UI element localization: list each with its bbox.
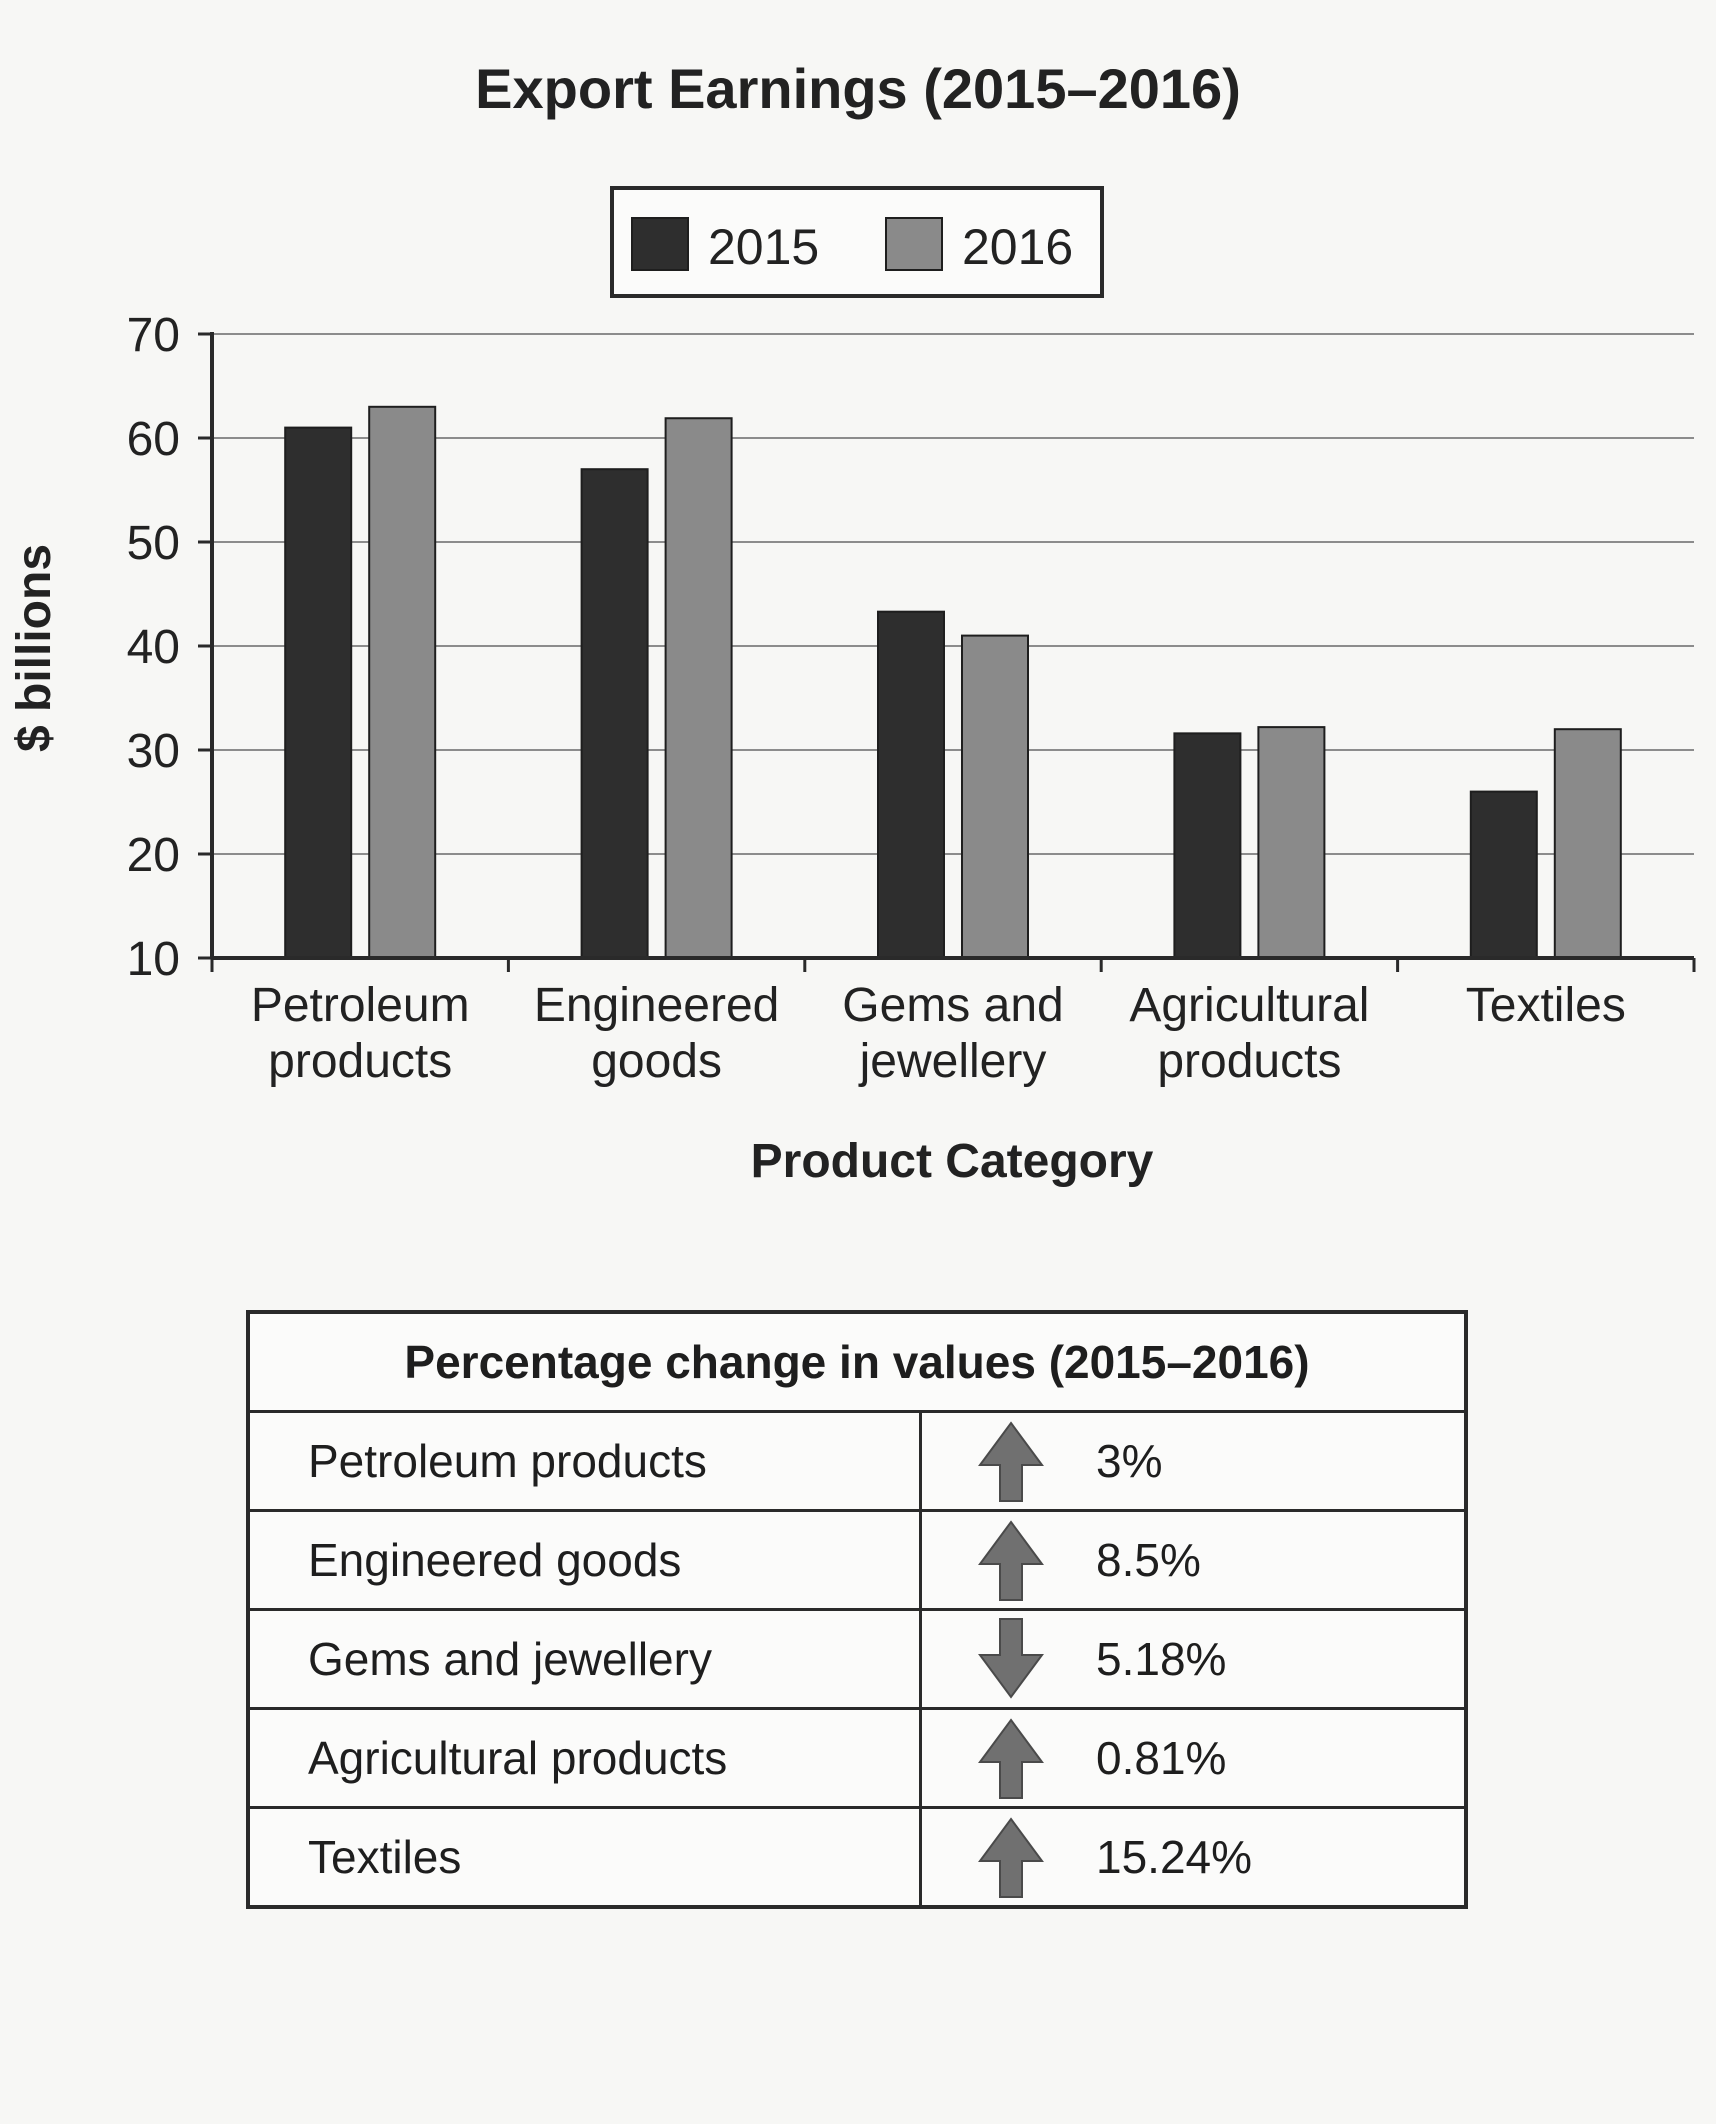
x-category-label: Textiles (1466, 979, 1626, 1032)
y-tick-label: 20 (127, 829, 180, 882)
table-row: Textiles 15.24% (246, 1806, 1468, 1909)
table-change-cell: 3% (919, 1410, 1468, 1512)
gridlines (212, 333, 1694, 855)
bar-2015-1 (580, 468, 649, 959)
table-title: Percentage change in values (2015–2016) (246, 1310, 1468, 1413)
up-arrow-icon (978, 1421, 1044, 1502)
legend-label-2016: 2016 (962, 219, 1073, 275)
bar-2016-0 (368, 405, 437, 959)
y-tick-label: 50 (127, 517, 180, 570)
up-arrow-icon (978, 1718, 1044, 1799)
table-row: Engineered goods 8.5% (246, 1509, 1468, 1611)
bars (284, 405, 1622, 960)
change-value: 0.81% (1096, 1732, 1227, 1784)
bar-2015-4 (1469, 790, 1538, 959)
bar-2016-2 (961, 634, 1029, 959)
table-row: Gems and jewellery 5.18% (246, 1608, 1468, 1710)
x-category-label-line: Agricultural (1129, 979, 1369, 1032)
down-arrow-icon (978, 1618, 1044, 1699)
table-category-cell: Textiles (246, 1806, 922, 1909)
bar-2015-3 (1173, 732, 1242, 959)
legend-swatch-2015 (631, 217, 689, 271)
table-change-cell: 0.81% (919, 1707, 1468, 1809)
y-tick-label: 60 (127, 413, 180, 466)
y-axis-ticks: 10 20 30 40 50 60 70 (127, 309, 212, 986)
table-row: Petroleum products 3% (246, 1410, 1468, 1512)
x-category-label: Engineered goods (534, 979, 780, 1088)
x-category-label-line: Petroleum (251, 979, 470, 1032)
change-value: 3% (1096, 1435, 1163, 1487)
table-category-cell: Petroleum products (246, 1410, 922, 1512)
table-category-cell: Engineered goods (246, 1509, 922, 1611)
change-wrapper: 15.24% (978, 1815, 1464, 1899)
x-category-label-line: jewellery (858, 1035, 1047, 1088)
x-category-label: Agricultural products (1129, 979, 1369, 1088)
y-tick-label: 40 (127, 621, 180, 674)
change-wrapper: 5.18% (978, 1617, 1464, 1701)
legend-label-2015: 2015 (708, 219, 819, 275)
change-value: 5.18% (1096, 1633, 1227, 1685)
x-category-label-line: goods (591, 1035, 722, 1088)
table-row: Agricultural products 0.81% (246, 1707, 1468, 1809)
legend-box (610, 186, 1104, 298)
table-change-cell: 5.18% (919, 1608, 1468, 1710)
percentage-change-table: Percentage change in values (2015–2016) … (246, 1310, 1468, 1909)
x-category-label-line: Gems and (842, 979, 1063, 1032)
change-wrapper: 0.81% (978, 1716, 1464, 1800)
bar-2016-3 (1257, 726, 1326, 959)
x-category-label: Petroleum products (251, 979, 470, 1088)
table-category-cell: Gems and jewellery (246, 1608, 922, 1710)
x-category-label-line: Engineered (534, 979, 780, 1032)
table-change-cell: 15.24% (919, 1806, 1468, 1909)
bar-chart: Export Earnings (2015–2016) 2015 2016 10… (8, 57, 1696, 1188)
table-category-cell: Agricultural products (246, 1707, 922, 1809)
x-category-label: Gems and jewellery (842, 979, 1063, 1088)
legend: 2015 2016 (610, 186, 1104, 298)
bar-2016-1 (664, 417, 733, 959)
change-value: 15.24% (1096, 1831, 1253, 1883)
table-change-cell: 8.5% (919, 1509, 1468, 1611)
x-category-label-line: products (1157, 1035, 1341, 1088)
x-category-label-line: products (268, 1035, 452, 1088)
y-tick-label: 10 (127, 933, 180, 986)
x-axis-label: Product Category (751, 1135, 1154, 1188)
bar-2016-4 (1553, 728, 1622, 960)
bar-2015-2 (877, 610, 945, 959)
change-wrapper: 8.5% (978, 1518, 1464, 1602)
y-tick-label: 30 (127, 725, 180, 778)
y-tick-label: 70 (127, 309, 180, 362)
axes (210, 332, 1696, 972)
change-value: 8.5% (1096, 1534, 1201, 1586)
change-wrapper: 3% (978, 1419, 1464, 1503)
y-axis-label: $ billions (8, 544, 61, 752)
legend-swatch-2016 (885, 217, 943, 271)
up-arrow-icon (978, 1817, 1044, 1898)
chart-title: Export Earnings (2015–2016) (475, 57, 1241, 120)
up-arrow-icon (978, 1520, 1044, 1601)
bar-2015-0 (284, 426, 353, 960)
x-category-label-line: Textiles (1466, 979, 1626, 1032)
